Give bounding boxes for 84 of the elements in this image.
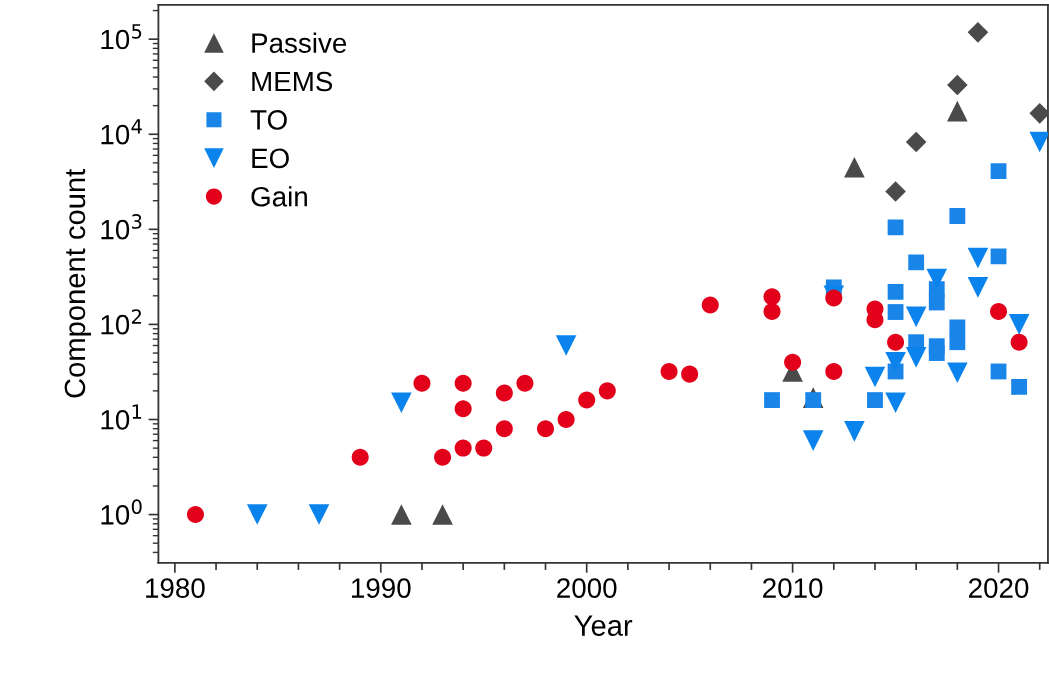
legend-label: Passive [252, 32, 347, 53]
point [990, 163, 1007, 179]
point [887, 333, 905, 351]
y-axis-title: Component count [64, 168, 92, 398]
point [681, 365, 699, 383]
y-tick-label: 10$^{5}$ [101, 24, 142, 50]
legend-label: Gain [251, 186, 307, 207]
point [867, 392, 883, 408]
x-tick-label: 1990 [352, 578, 411, 598]
point [949, 334, 966, 351]
point [495, 420, 513, 438]
point [864, 366, 886, 388]
y-tick-label: 10$^{1}$ [101, 404, 142, 430]
point [454, 439, 472, 457]
point [555, 335, 577, 356]
point [905, 306, 927, 328]
point [413, 374, 431, 392]
y-tick-label: 10$^{2}$ [101, 309, 141, 335]
point [475, 439, 493, 457]
point [947, 362, 968, 384]
point [434, 448, 452, 466]
legend-label: EO [252, 148, 289, 169]
point [885, 351, 906, 373]
point [908, 254, 925, 271]
point [391, 504, 412, 525]
y-tick-label: 10$^{3}$ [101, 214, 142, 240]
point [598, 382, 616, 400]
point [495, 384, 513, 402]
point [432, 504, 453, 525]
point [887, 283, 904, 300]
point [926, 268, 948, 290]
y-tick-label: 10$^{4}$ [101, 119, 142, 145]
point [764, 392, 780, 408]
point [1008, 314, 1030, 335]
point [967, 247, 989, 269]
point [454, 374, 472, 392]
point [844, 156, 865, 178]
point [186, 506, 204, 524]
point [1029, 103, 1048, 124]
point [660, 362, 678, 380]
point [967, 277, 989, 298]
x-tick-label: 2000 [557, 578, 617, 598]
point [391, 392, 412, 414]
point [928, 345, 945, 361]
point [905, 347, 927, 368]
point [949, 319, 966, 336]
legend-label: MEMS [252, 71, 333, 92]
point [990, 302, 1008, 320]
point [887, 304, 904, 320]
x-axis-title: Year [574, 615, 633, 636]
point [351, 448, 369, 466]
point [805, 392, 822, 408]
point [887, 219, 904, 236]
point [825, 362, 843, 380]
point [454, 400, 472, 418]
point [578, 391, 596, 409]
point [928, 294, 945, 311]
point [246, 504, 268, 525]
point [905, 131, 927, 153]
point [885, 392, 906, 414]
point [947, 100, 968, 122]
point [990, 363, 1007, 380]
x-tick-label: 2010 [763, 578, 823, 598]
y-tick-label: 10$^{0}$ [101, 499, 142, 525]
point [947, 74, 968, 96]
point [990, 248, 1007, 265]
point [949, 208, 966, 224]
point [701, 296, 719, 314]
point [784, 353, 802, 371]
point [557, 410, 575, 428]
point [516, 374, 534, 392]
legend-label: TO [250, 110, 287, 130]
point [802, 430, 824, 451]
point [763, 302, 781, 320]
x-tick-label: 1980 [146, 578, 205, 598]
x-tick-label: 2020 [969, 578, 1029, 598]
point [1011, 379, 1028, 395]
point [537, 420, 555, 438]
point [308, 504, 330, 525]
point [967, 22, 989, 43]
point [1010, 333, 1028, 351]
point [763, 288, 781, 306]
point [844, 421, 865, 442]
point [885, 181, 906, 202]
